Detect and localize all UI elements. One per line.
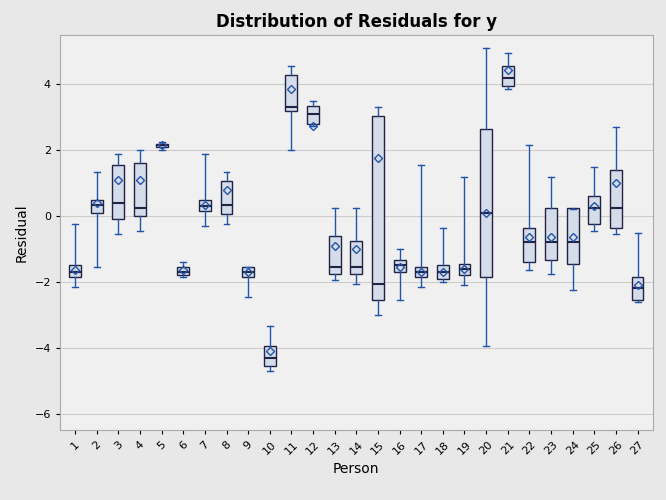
PathPatch shape — [480, 129, 492, 277]
PathPatch shape — [588, 196, 600, 224]
PathPatch shape — [177, 267, 189, 276]
PathPatch shape — [69, 266, 81, 277]
PathPatch shape — [264, 346, 276, 366]
PathPatch shape — [307, 106, 319, 124]
PathPatch shape — [416, 267, 427, 277]
PathPatch shape — [567, 208, 579, 264]
PathPatch shape — [372, 116, 384, 300]
PathPatch shape — [610, 170, 622, 228]
PathPatch shape — [350, 240, 362, 274]
PathPatch shape — [113, 165, 125, 220]
PathPatch shape — [199, 200, 211, 211]
PathPatch shape — [501, 66, 513, 86]
PathPatch shape — [91, 200, 103, 213]
PathPatch shape — [545, 208, 557, 260]
PathPatch shape — [631, 277, 643, 300]
Y-axis label: Residual: Residual — [15, 203, 29, 262]
PathPatch shape — [394, 260, 406, 272]
X-axis label: Person: Person — [333, 462, 380, 475]
PathPatch shape — [523, 228, 535, 262]
PathPatch shape — [437, 266, 449, 278]
PathPatch shape — [242, 267, 254, 277]
PathPatch shape — [156, 144, 168, 147]
PathPatch shape — [220, 182, 232, 214]
PathPatch shape — [286, 74, 297, 110]
PathPatch shape — [458, 264, 470, 276]
Title: Distribution of Residuals for y: Distribution of Residuals for y — [216, 12, 497, 30]
PathPatch shape — [134, 164, 146, 216]
PathPatch shape — [329, 236, 340, 274]
